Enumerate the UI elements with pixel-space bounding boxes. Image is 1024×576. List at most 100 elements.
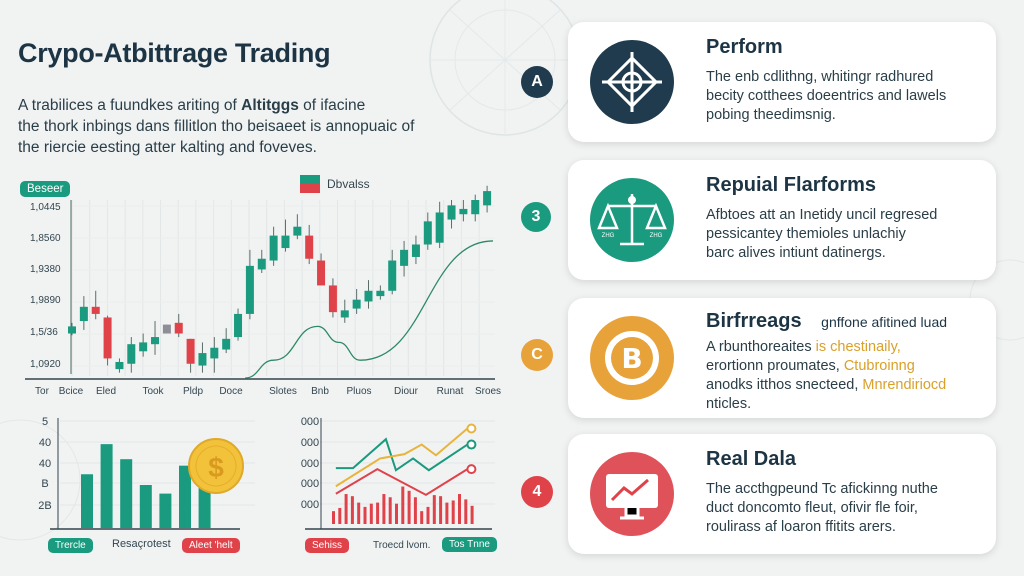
bar-label-left: Trercle bbox=[48, 538, 93, 553]
candle-body bbox=[400, 249, 409, 266]
card-title: Real Dala bbox=[706, 448, 797, 470]
candle-body bbox=[328, 285, 337, 313]
volume-bar bbox=[413, 497, 417, 524]
volume-bar bbox=[401, 486, 405, 524]
candle-body bbox=[269, 235, 278, 261]
volume-bar bbox=[445, 502, 449, 524]
candle-body bbox=[411, 244, 420, 257]
bar bbox=[159, 493, 172, 528]
svg-text:B: B bbox=[621, 342, 642, 375]
card-title: Birfrreags gnffone afitined luad bbox=[706, 310, 948, 332]
y-tick-label: 1,5/36 bbox=[30, 327, 58, 338]
candle-body bbox=[210, 347, 219, 359]
candle-body bbox=[257, 258, 266, 270]
x-tick-label: Pluos bbox=[346, 386, 371, 397]
y-tick-label: 000 bbox=[301, 437, 319, 449]
volume-bar bbox=[470, 505, 474, 524]
card-title: Repuial Flarforms bbox=[706, 174, 877, 196]
badge-c: C bbox=[521, 339, 553, 371]
bitcoin-icon: B bbox=[590, 316, 674, 400]
line-label-right: Tos Tnne bbox=[442, 537, 497, 552]
candle-body bbox=[245, 265, 254, 314]
volume-bar bbox=[451, 500, 455, 524]
candle-body bbox=[151, 337, 160, 345]
y-tick-label: B bbox=[41, 478, 48, 490]
x-tick-label: Eled bbox=[96, 386, 116, 397]
candlestick-chart: 1,0445 1,8560 1,9380 1,9890 1,5/36 1,0920 Tor B… bbox=[25, 185, 501, 397]
y-tick-label: 1,8560 bbox=[30, 233, 61, 244]
volume-bar bbox=[439, 496, 443, 524]
badge-3: 3 bbox=[521, 202, 551, 232]
trend-line bbox=[245, 240, 494, 379]
card-text: Afbtoes att an Inetidy uncil regresed pes… bbox=[706, 207, 938, 261]
candle-body bbox=[317, 260, 326, 286]
coin-icon bbox=[188, 438, 244, 494]
volume-bar bbox=[420, 511, 424, 524]
x-tick-label: Pldp bbox=[183, 386, 203, 397]
candle-body bbox=[447, 205, 456, 220]
card-title: Perform bbox=[706, 36, 783, 58]
candle-body bbox=[423, 221, 432, 245]
candle-body bbox=[293, 226, 302, 236]
volume-bar bbox=[332, 511, 335, 524]
svg-text:ZHG: ZHG bbox=[650, 233, 663, 239]
volume-bar bbox=[338, 507, 342, 524]
bar bbox=[179, 465, 191, 528]
y-tick-label: 1,0445 bbox=[30, 202, 61, 213]
monitor-chart-icon bbox=[590, 452, 674, 536]
y-tick-label: 000 bbox=[301, 478, 319, 490]
card-text: The accthgpeund Tc afickinng nuthe duct d… bbox=[706, 481, 938, 535]
volume-bar bbox=[363, 506, 367, 524]
card-perform: Perform The enb cdlithng, whitingr radhu… bbox=[568, 22, 996, 142]
candle-body bbox=[388, 260, 397, 291]
volume-bar bbox=[426, 506, 430, 524]
card-text: The enb cdlithng, whitingr radhured becit… bbox=[706, 69, 947, 123]
candle-body bbox=[376, 290, 385, 297]
legend-label: Dbvalss bbox=[327, 177, 370, 191]
volume-bar bbox=[464, 499, 468, 524]
bar bbox=[120, 459, 133, 528]
volume-bar bbox=[344, 494, 348, 524]
badge-4: 4 bbox=[521, 476, 553, 508]
volume-bar bbox=[350, 496, 354, 524]
y-tick-label: 40 bbox=[39, 458, 51, 470]
diamond-target-icon bbox=[590, 40, 674, 124]
scales-icon: ZHG ZHG bbox=[590, 178, 674, 262]
candle-body bbox=[162, 324, 171, 334]
volume-bar bbox=[357, 502, 361, 524]
candle-body bbox=[139, 342, 148, 352]
bar-label-middle: Resaçrotest bbox=[112, 538, 171, 550]
candle-body bbox=[471, 200, 480, 215]
line-label-left: Sehiss bbox=[305, 538, 350, 553]
y-tick-label: 1,9380 bbox=[30, 264, 61, 275]
candle-body bbox=[115, 361, 124, 370]
volume-bar bbox=[388, 497, 392, 524]
candle-body bbox=[174, 322, 183, 334]
candle-body bbox=[186, 338, 195, 364]
x-tick-label: Slotes bbox=[269, 386, 297, 397]
series-line bbox=[335, 427, 469, 488]
candle-body bbox=[281, 235, 290, 249]
card-bitcoin: B Birfrreags gnffone afitined luad A rbu… bbox=[568, 298, 996, 418]
x-tick-label: Took bbox=[142, 386, 164, 397]
candle-body bbox=[352, 299, 361, 309]
x-tick-label: Doce bbox=[219, 386, 243, 397]
series-end-marker bbox=[466, 464, 477, 475]
bar-label-right: Aleet 'helt bbox=[182, 538, 240, 553]
line-chart: 000 000 000 000 000 bbox=[301, 416, 495, 530]
y-tick-label: 000 bbox=[301, 416, 319, 428]
y-tick-label: 5 bbox=[42, 416, 48, 428]
y-tick-label: 40 bbox=[39, 437, 51, 449]
candle-body bbox=[483, 191, 492, 206]
line-label-middle: Troecd lvom. bbox=[373, 540, 431, 551]
legend-swatch bbox=[300, 175, 320, 193]
candle-body bbox=[305, 235, 314, 259]
x-tick-label: Tor bbox=[35, 386, 50, 397]
y-tick-label: 2B bbox=[38, 500, 51, 512]
volume-bar bbox=[407, 490, 411, 524]
x-tick-label: Bcice bbox=[59, 386, 84, 397]
y-tick-label: 000 bbox=[301, 499, 319, 511]
volume-bar bbox=[376, 502, 380, 524]
y-tick-label: 000 bbox=[301, 458, 319, 470]
candle-body bbox=[198, 353, 207, 366]
